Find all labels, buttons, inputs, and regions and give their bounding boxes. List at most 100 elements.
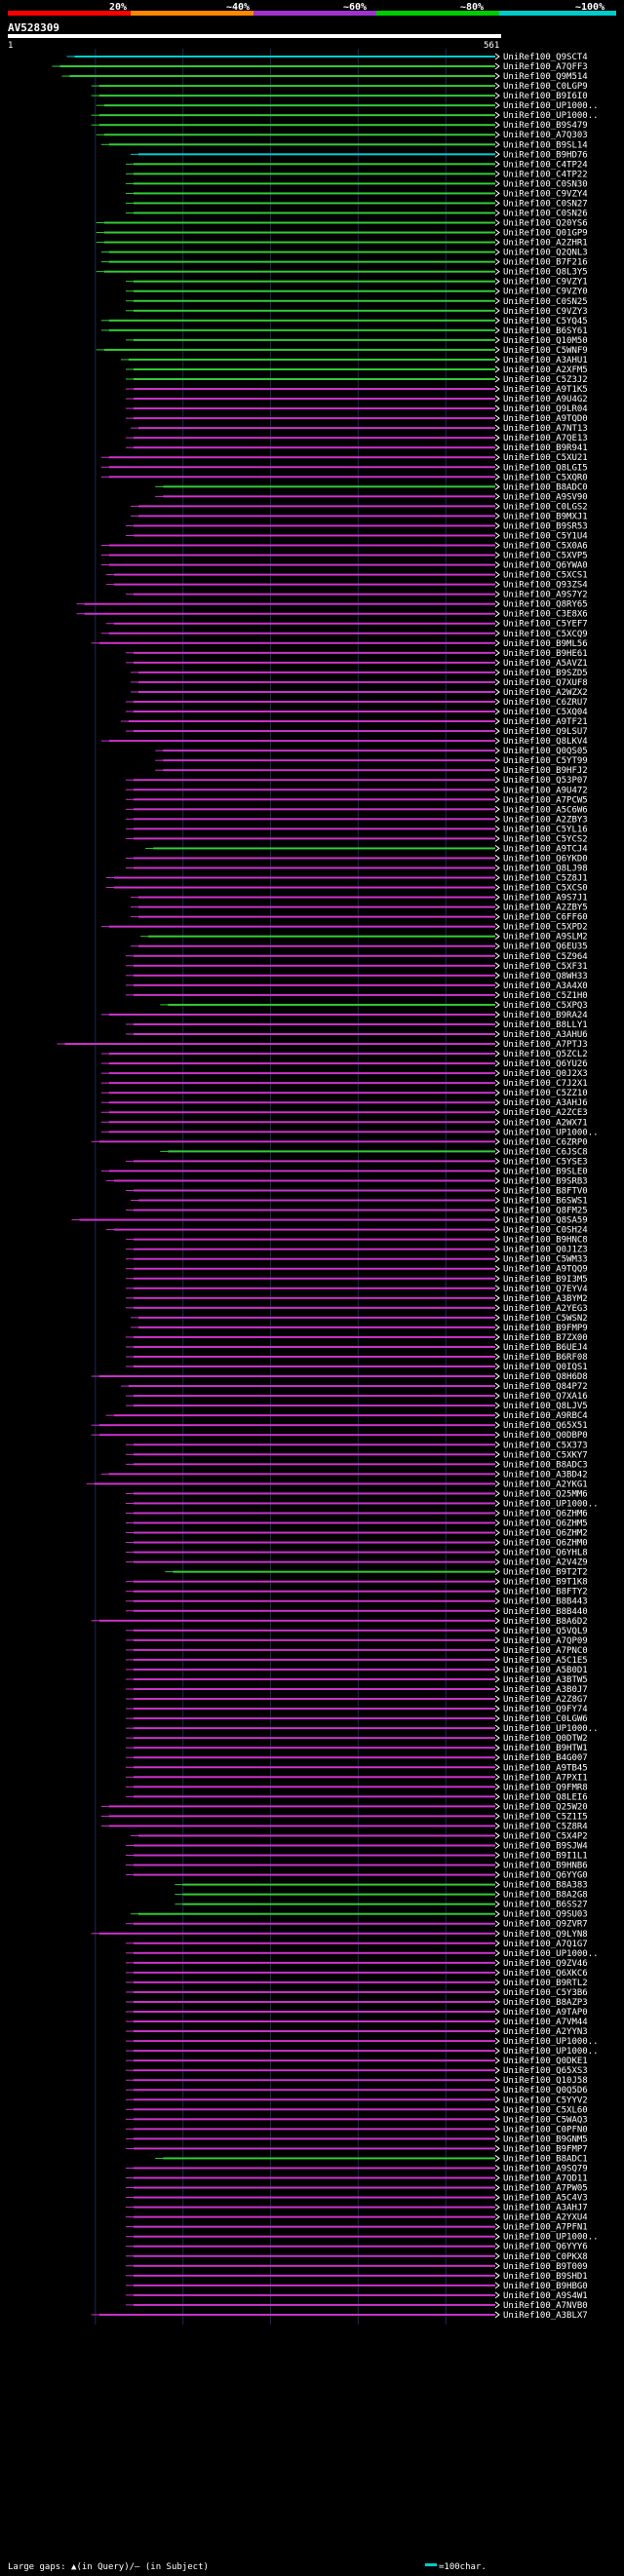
hit-row[interactable]: UniRef100_A2YXU4 (125, 2213, 588, 2223)
hit-label[interactable]: UniRef100_B9SZD5 (503, 669, 588, 678)
hit-row[interactable]: UniRef100_A3BTW5 (125, 1675, 588, 1685)
hit-label[interactable]: UniRef100_Q9M514 (503, 72, 588, 82)
hit-row[interactable]: UniRef100_Q65XS3 (125, 2066, 588, 2076)
hit-label[interactable]: UniRef100_A3AHJ7 (503, 2204, 588, 2213)
hit-row[interactable]: UniRef100_A2ZCE3 (100, 1108, 588, 1118)
hit-label[interactable]: UniRef100_Q0DKE1 (503, 2057, 588, 2066)
hit-row[interactable]: UniRef100_A7VM44 (125, 2018, 588, 2027)
hit-row[interactable]: UniRef100_B9HNB6 (125, 1862, 588, 1871)
hit-row[interactable]: UniRef100_A2YEG3 (125, 1304, 588, 1314)
hit-label[interactable]: UniRef100_A7QD11 (503, 2174, 588, 2184)
hit-row[interactable]: UniRef100_C5XQR0 (100, 473, 588, 482)
hit-row[interactable]: UniRef100_C5Z8R4 (100, 1822, 588, 1831)
hit-label[interactable]: UniRef100_A3BTW5 (503, 1675, 588, 1685)
hit-row[interactable]: UniRef100_A3AHU1 (120, 356, 588, 365)
hit-label[interactable]: UniRef100_Q6YYG0 (503, 1871, 588, 1881)
hit-row[interactable]: UniRef100_A3A4X0 (125, 981, 588, 991)
hit-label[interactable]: UniRef100_A5C1E5 (503, 1656, 588, 1666)
hit-row[interactable]: UniRef100_Q6ZHM6 (125, 1509, 588, 1519)
hit-label[interactable]: UniRef100_C5XCS0 (503, 884, 588, 894)
hit-row[interactable]: UniRef100_C0SN26 (125, 209, 588, 218)
hit-row[interactable]: UniRef100_A2ZBY3 (125, 815, 588, 825)
hit-label[interactable]: UniRef100_Q6ZHM2 (503, 1529, 588, 1539)
hit-label[interactable]: UniRef100_Q8SA59 (503, 1216, 588, 1226)
hit-row[interactable]: UniRef100_C9VZY4 (125, 189, 588, 199)
hit-row[interactable]: UniRef100_C3E8X6 (76, 610, 588, 620)
hit-row[interactable]: UniRef100_B9HD76 (131, 150, 588, 160)
hit-row[interactable]: UniRef100_C6ZRU7 (125, 698, 588, 708)
hit-row[interactable]: UniRef100_B4G007 (125, 1753, 588, 1763)
hit-label[interactable]: UniRef100_Q0Q5D6 (503, 2086, 588, 2095)
hit-row[interactable]: UniRef100_Q9FMR8 (125, 1783, 588, 1792)
hit-row[interactable]: UniRef100_A7PNC0 (125, 1646, 588, 1656)
hit-label[interactable]: UniRef100_C5XL60 (503, 2105, 588, 2115)
hit-row[interactable]: UniRef100_Q7EYV4 (125, 1285, 588, 1294)
hit-label[interactable]: UniRef100_B9ML56 (503, 639, 588, 649)
hit-label[interactable]: UniRef100_Q8LKV4 (503, 737, 588, 747)
hit-label[interactable]: UniRef100_Q7EYV4 (503, 1285, 588, 1294)
hit-label[interactable]: UniRef100_C5XQR0 (503, 473, 588, 482)
hit-row[interactable]: UniRef100_C5YEF7 (105, 620, 588, 630)
hit-label[interactable]: UniRef100_C5WNF9 (503, 346, 588, 356)
hit-label[interactable]: UniRef100_A2YXU4 (503, 2213, 588, 2223)
hit-label[interactable]: UniRef100_A9TQD0 (503, 414, 588, 424)
hit-row[interactable]: UniRef100_A5AVZ1 (125, 659, 588, 669)
hit-label[interactable]: UniRef100_A5AVZ1 (503, 659, 588, 669)
hit-label[interactable]: UniRef100_A9SLM2 (503, 933, 588, 942)
hit-row[interactable]: UniRef100_B8A2G8 (175, 1891, 588, 1901)
hit-label[interactable]: UniRef100_A9U472 (503, 786, 588, 795)
hit-row[interactable]: UniRef100_C0SN27 (125, 199, 588, 209)
hit-row[interactable]: UniRef100_A2WX71 (100, 1118, 588, 1128)
hit-label[interactable]: UniRef100_Q6ZHM0 (503, 1539, 588, 1549)
hit-label[interactable]: UniRef100_B9R941 (503, 443, 588, 453)
hit-label[interactable]: UniRef100_Q8L3Y5 (503, 268, 588, 278)
hit-row[interactable]: UniRef100_A9TAP0 (125, 2008, 588, 2018)
hit-row[interactable]: UniRef100_A5C1E5 (125, 1656, 588, 1666)
hit-row[interactable]: UniRef100_Q53P07 (125, 776, 588, 786)
hit-row[interactable]: UniRef100_A9T1K5 (125, 385, 588, 395)
hit-label[interactable]: UniRef100_B8A6D2 (503, 1617, 588, 1627)
hit-label[interactable]: UniRef100_Q0DTW2 (503, 1734, 588, 1744)
hit-row[interactable]: UniRef100_Q9SCT4 (66, 53, 588, 62)
hit-label[interactable]: UniRef100_Q10M50 (503, 336, 588, 346)
hit-row[interactable]: UniRef100_Q8RY65 (76, 600, 588, 610)
hit-label[interactable]: UniRef100_B9HNB6 (503, 1862, 588, 1871)
hit-label[interactable]: UniRef100_C0LGP9 (503, 82, 588, 92)
hit-label[interactable]: UniRef100_C6FF60 (503, 913, 588, 923)
hit-row[interactable]: UniRef100_B9HFJ2 (155, 766, 588, 776)
hit-label[interactable]: UniRef100_A2V4Z9 (503, 1558, 588, 1568)
hit-label[interactable]: UniRef100_A9RBC4 (503, 1411, 588, 1421)
hit-label[interactable]: UniRef100_Q0DBP0 (503, 1431, 588, 1441)
hit-label[interactable]: UniRef100_UP1000.. (503, 101, 599, 111)
hit-label[interactable]: UniRef100_Q7XA16 (503, 1392, 588, 1402)
hit-row[interactable]: UniRef100_Q0J1Z3 (125, 1246, 588, 1255)
hit-label[interactable]: UniRef100_B9RTL2 (503, 1979, 588, 1988)
hit-row[interactable]: UniRef100_C0SN25 (125, 297, 588, 307)
hit-row[interactable]: UniRef100_A7Q303 (96, 131, 588, 140)
hit-row[interactable]: UniRef100_UP1000.. (125, 2037, 599, 2047)
hit-row[interactable]: UniRef100_C5XCS0 (105, 884, 588, 894)
hit-label[interactable]: UniRef100_A7PCW5 (503, 795, 588, 805)
hit-row[interactable]: UniRef100_B9RA24 (100, 1011, 588, 1020)
hit-label[interactable]: UniRef100_B4G007 (503, 1753, 588, 1763)
hit-label[interactable]: UniRef100_C5XCQ9 (503, 630, 588, 639)
hit-label[interactable]: UniRef100_B9FMP7 (503, 2144, 588, 2154)
hit-label[interactable]: UniRef100_A9TF21 (503, 717, 588, 727)
hit-row[interactable]: UniRef100_A9RBC4 (105, 1411, 588, 1421)
hit-row[interactable]: UniRef100_UP1000.. (91, 111, 599, 121)
hit-row[interactable]: UniRef100_B9S479 (91, 121, 588, 131)
hit-row[interactable]: UniRef100_Q6YU26 (100, 1059, 588, 1069)
hit-label[interactable]: UniRef100_C5Z964 (503, 952, 588, 962)
hit-row[interactable]: UniRef100_UP1000.. (125, 1949, 599, 1959)
hit-row[interactable]: UniRef100_A3BLX7 (91, 2311, 588, 2321)
hit-row[interactable]: UniRef100_C5WM33 (125, 1255, 588, 1265)
hit-row[interactable]: UniRef100_Q7XUF8 (131, 678, 588, 688)
hit-row[interactable]: UniRef100_B9SLE0 (100, 1167, 588, 1176)
hit-label[interactable]: UniRef100_Q6ZHM5 (503, 1519, 588, 1529)
hit-label[interactable]: UniRef100_B7ZX00 (503, 1333, 588, 1343)
hit-label[interactable]: UniRef100_B8AZP3 (503, 1998, 588, 2008)
hit-label[interactable]: UniRef100_C0LGS2 (503, 502, 588, 512)
hit-label[interactable]: UniRef100_C5XQ04 (503, 708, 588, 717)
hit-label[interactable]: UniRef100_Q20YS6 (503, 219, 588, 229)
hit-label[interactable]: UniRef100_C5WSN2 (503, 1314, 588, 1324)
